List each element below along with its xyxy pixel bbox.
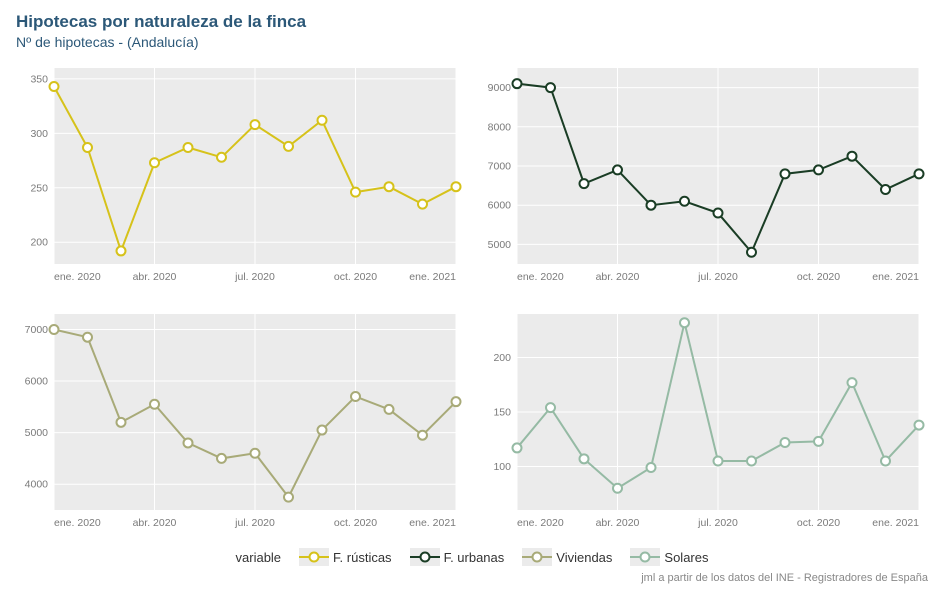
- svg-text:4000: 4000: [25, 479, 49, 491]
- svg-text:ene. 2021: ene. 2021: [409, 271, 456, 283]
- svg-text:ene. 2021: ene. 2021: [409, 517, 456, 529]
- svg-text:ene. 2021: ene. 2021: [872, 517, 919, 529]
- svg-text:oct. 2020: oct. 2020: [334, 517, 377, 529]
- panel-rusticas: 200 250 300 350 ene. 2020 abr. 2020 jul. 2020 o…: [16, 60, 465, 292]
- svg-text:100: 100: [493, 461, 511, 473]
- svg-text:ene. 2020: ene. 2020: [517, 271, 564, 283]
- panel-viviendas: 4000 5000 6000 7000 ene. 2020 abr. 2020 jul. 2…: [16, 306, 465, 538]
- svg-text:abr. 2020: abr. 2020: [133, 517, 177, 529]
- svg-text:200: 200: [30, 237, 48, 249]
- legend-text: Solares: [664, 550, 708, 565]
- svg-text:abr. 2020: abr. 2020: [596, 517, 640, 529]
- svg-text:6000: 6000: [25, 376, 49, 388]
- svg-text:200: 200: [493, 352, 511, 364]
- svg-text:6000: 6000: [488, 200, 512, 212]
- legend-text: F. urbanas: [444, 550, 505, 565]
- svg-text:ene. 2020: ene. 2020: [54, 517, 101, 529]
- legend-item-urbanas: F. urbanas: [410, 548, 505, 566]
- svg-text:9000: 9000: [488, 82, 512, 94]
- svg-text:jul. 2020: jul. 2020: [697, 517, 738, 529]
- legend-text: Viviendas: [556, 550, 612, 565]
- legend-item-viviendas: Viviendas: [522, 548, 612, 566]
- svg-text:250: 250: [30, 182, 48, 194]
- legend-item-solares: Solares: [630, 548, 708, 566]
- legend-text: F. rústicas: [333, 550, 392, 565]
- svg-text:jul. 2020: jul. 2020: [234, 517, 275, 529]
- svg-text:ene. 2020: ene. 2020: [54, 271, 101, 283]
- svg-text:7000: 7000: [25, 324, 49, 336]
- svg-text:7000: 7000: [488, 161, 512, 173]
- svg-text:5000: 5000: [25, 427, 49, 439]
- legend-label: variable: [236, 550, 282, 565]
- svg-text:oct. 2020: oct. 2020: [797, 271, 840, 283]
- svg-text:8000: 8000: [488, 121, 512, 133]
- panel-solares: 100 150 200 ene. 2020 abr. 2020 jul. 2020 oct.…: [479, 306, 928, 538]
- svg-text:5000: 5000: [488, 239, 512, 251]
- svg-text:ene. 2021: ene. 2021: [872, 271, 919, 283]
- svg-text:abr. 2020: abr. 2020: [133, 271, 177, 283]
- svg-text:ene. 2020: ene. 2020: [517, 517, 564, 529]
- svg-text:jul. 2020: jul. 2020: [234, 271, 275, 283]
- chart-grid: 200 250 300 350 ene. 2020 abr. 2020 jul. 2020 o…: [16, 60, 928, 538]
- svg-text:abr. 2020: abr. 2020: [596, 271, 640, 283]
- page-title: Hipotecas por naturaleza de la finca: [16, 12, 928, 32]
- legend: variable F. rústicas F. urbanas Vivienda…: [16, 548, 928, 566]
- panel-urbanas: 5000 6000 7000 8000 9000 ene. 2020 abr. 2020 ju…: [479, 60, 928, 292]
- svg-text:350: 350: [30, 73, 48, 85]
- svg-text:150: 150: [493, 407, 511, 419]
- svg-text:oct. 2020: oct. 2020: [797, 517, 840, 529]
- svg-text:oct. 2020: oct. 2020: [334, 271, 377, 283]
- svg-text:300: 300: [30, 128, 48, 140]
- svg-text:jul. 2020: jul. 2020: [697, 271, 738, 283]
- caption: jml a partir de los datos del INE - Regi…: [16, 572, 928, 584]
- page-subtitle: Nº de hipotecas - (Andalucía): [16, 34, 928, 50]
- legend-item-rusticas: F. rústicas: [299, 548, 392, 566]
